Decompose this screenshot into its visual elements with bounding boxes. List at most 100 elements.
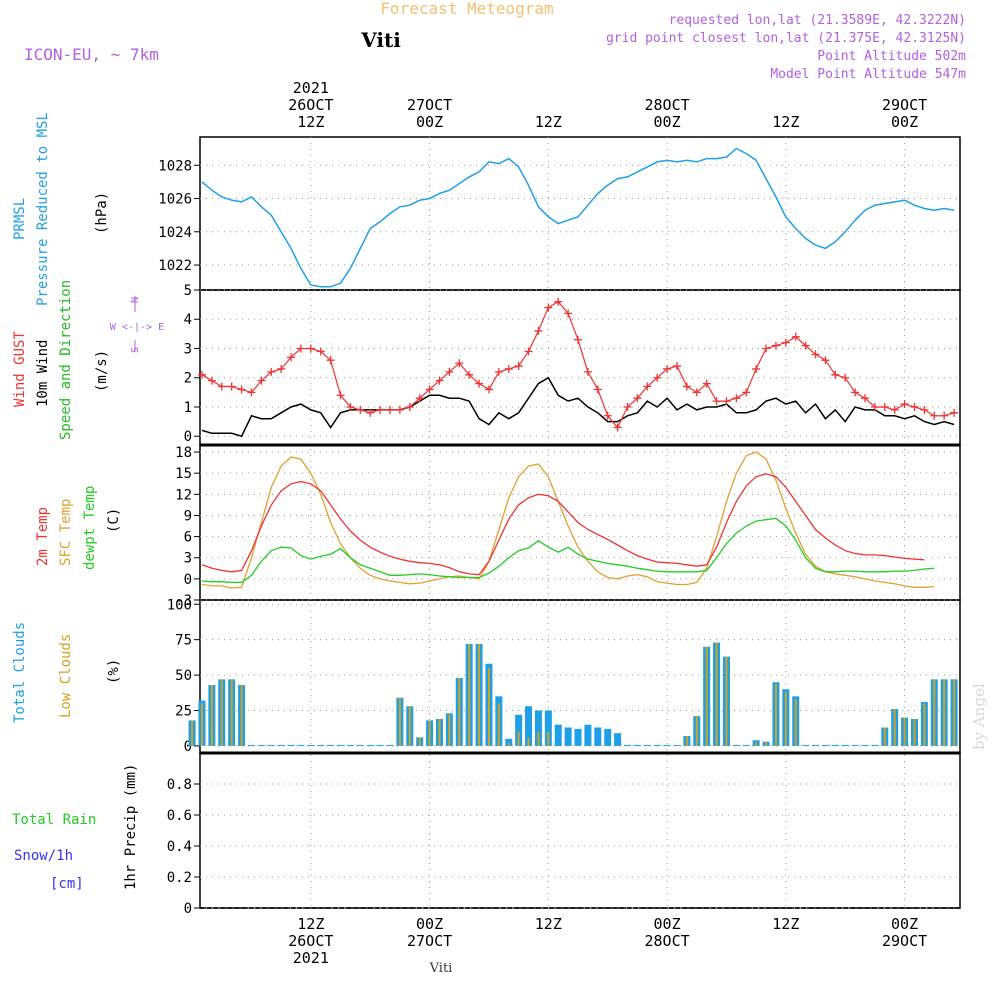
precip-labels: Total Rain Snow/1h [cm] 1hr Precip (mm)	[12, 764, 139, 892]
gust-marker	[494, 367, 503, 376]
gust-marker	[435, 376, 444, 385]
total-cloud-bar	[614, 733, 622, 746]
wind-unit: (m/s)	[94, 350, 110, 392]
gust-marker	[880, 402, 889, 411]
gust-marker	[653, 373, 662, 382]
bottom-time-label: 12Z	[772, 915, 799, 933]
low-cloud-bar	[418, 737, 421, 746]
y-tick-label: 50	[175, 668, 192, 684]
gust-marker	[296, 344, 305, 353]
low-clouds-label: Low Clouds	[58, 634, 74, 718]
snow-unit-label: [cm]	[50, 876, 84, 892]
gust-marker	[791, 332, 800, 341]
low-cloud-bar	[883, 727, 886, 746]
gust-marker	[692, 388, 701, 397]
total-cloud-bar	[267, 744, 275, 746]
total-cloud-bar	[525, 706, 533, 746]
total-cloud-bar	[604, 728, 612, 746]
total-cloud-bar	[554, 724, 562, 746]
y-tick-label: 0	[184, 739, 192, 755]
gust-marker	[633, 394, 642, 403]
gust-marker	[267, 367, 276, 376]
bottom-time-label: 2021	[293, 949, 329, 967]
gust-marker	[851, 388, 860, 397]
y-tick-label: 0.6	[167, 808, 192, 824]
top-time-label: 12Z	[535, 113, 562, 131]
point-altitude: Point Altitude 502m	[817, 49, 966, 64]
gust-marker	[702, 379, 711, 388]
temp-labels: 2m Temp SFC Temp dewpt Temp (C)	[35, 486, 122, 570]
top-time-label: 26OCT	[288, 96, 333, 114]
total-cloud-bar	[732, 744, 740, 746]
sfc-temp-label: SFC Temp	[58, 499, 74, 566]
gust-marker	[564, 309, 573, 318]
gust-marker	[722, 397, 731, 406]
bottom-time-label: 29OCT	[882, 932, 927, 950]
total-cloud-bar	[802, 744, 810, 746]
total-cloud-bar	[356, 744, 364, 746]
y-tick-label: 75	[175, 633, 192, 649]
gust-marker	[445, 367, 454, 376]
low-cloud-bar	[943, 679, 946, 746]
gust-marker	[415, 394, 424, 403]
gust-marker	[326, 356, 335, 365]
gust-marker	[940, 411, 949, 420]
top-time-label: 2021	[293, 79, 329, 97]
gust-marker	[920, 405, 929, 414]
gust-marker	[831, 370, 840, 379]
gust-marker	[682, 382, 691, 391]
gust-marker	[900, 400, 909, 409]
gust-marker	[870, 402, 879, 411]
total-cloud-bar	[277, 744, 285, 746]
low-cloud-bar	[715, 642, 718, 746]
total-cloud-bar	[376, 744, 384, 746]
total-cloud-bar	[534, 710, 542, 746]
y-tick-label: 9	[184, 508, 192, 524]
low-cloud-bar	[755, 741, 758, 746]
low-cloud-bar	[527, 737, 530, 746]
total-cloud-bar	[812, 744, 820, 746]
low-cloud-bar	[537, 731, 540, 746]
total-cloud-bar	[564, 727, 572, 746]
gust-marker	[346, 402, 355, 411]
gust-marker	[504, 364, 513, 373]
footer-location: Viti	[429, 961, 453, 976]
y-tick-label: 1024	[158, 225, 192, 241]
top-time-label: 12Z	[772, 113, 799, 131]
gust-marker	[821, 356, 830, 365]
y-tick-label: 25	[175, 704, 192, 720]
total-cloud-bar	[337, 744, 345, 746]
gust-marker	[534, 326, 543, 335]
y-tick-label: 1	[184, 400, 192, 416]
low-cloud-bar	[725, 656, 728, 746]
total-cloud-bar	[624, 744, 631, 746]
low-cloud-bar	[468, 643, 471, 746]
top-time-label: 00Z	[891, 113, 918, 131]
bottom-time-label: 27OCT	[407, 932, 452, 950]
top-time-label: 12Z	[297, 113, 324, 131]
bottom-time-label: 00Z	[416, 915, 443, 933]
bottom-time-label: 28OCT	[645, 932, 690, 950]
bottom-time-label: 12Z	[535, 915, 562, 933]
total-cloud-bar	[653, 744, 661, 746]
gust-marker	[316, 347, 325, 356]
y-tick-label: 100	[167, 597, 192, 613]
data-marks	[189, 149, 960, 909]
gust-marker	[623, 402, 632, 411]
low-cloud-bar	[438, 719, 441, 746]
y-tick-labels: 1022102410261028012345-30369121518025507…	[158, 158, 200, 917]
low-cloud-bar	[774, 683, 777, 746]
gust-marker	[475, 379, 484, 388]
y-tick-label: 12	[175, 487, 192, 503]
total-cloud-bar	[307, 744, 315, 746]
gust-marker	[583, 367, 592, 376]
gust-marker	[781, 338, 790, 347]
total-cloud-bar	[643, 744, 651, 746]
low-cloud-bar	[497, 703, 500, 746]
model-label: ICON-EU, ~ 7km	[24, 45, 159, 64]
temp-unit: (C)	[106, 508, 122, 533]
gust-label: Wind GUST	[12, 331, 28, 407]
top-time-label: 28OCT	[645, 96, 690, 114]
